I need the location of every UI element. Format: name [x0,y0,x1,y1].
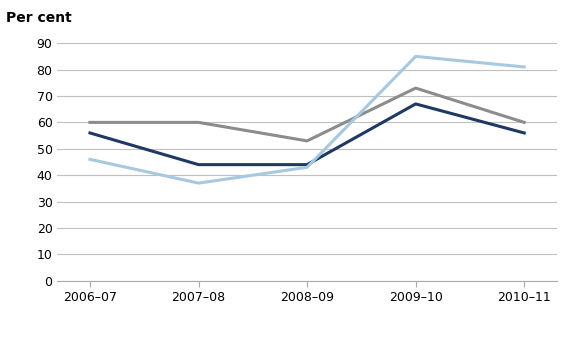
Legend: Metropolitan, Regional, Rural: Metropolitan, Regional, Rural [144,358,470,360]
Text: Per cent: Per cent [6,11,72,25]
